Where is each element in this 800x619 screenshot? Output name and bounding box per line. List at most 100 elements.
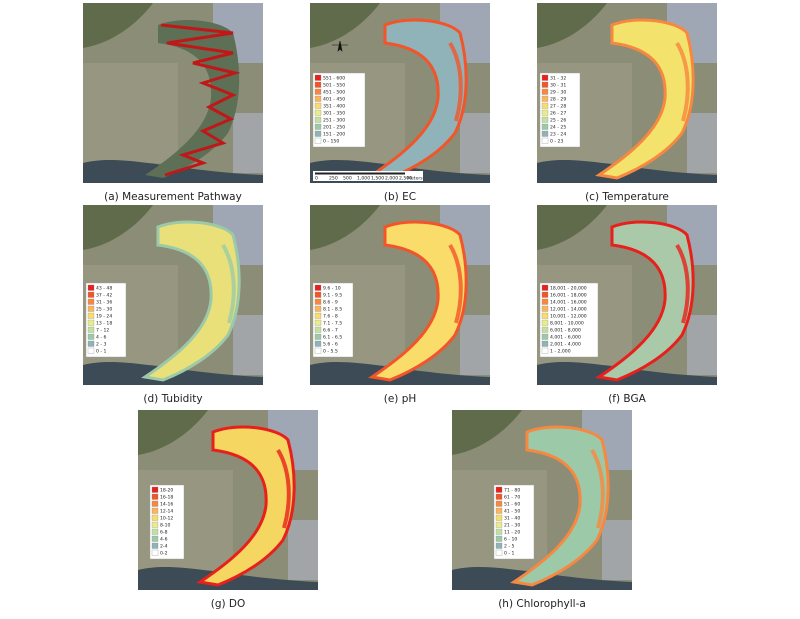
legend-swatch xyxy=(495,500,503,507)
legend-swatch xyxy=(151,521,159,528)
scale-bar-label: 1,500 xyxy=(371,176,384,182)
legend-swatch xyxy=(541,347,549,354)
legend-swatch xyxy=(151,486,159,493)
legend-swatch xyxy=(314,137,322,144)
legend-label: 6.6 - 7 xyxy=(323,328,338,334)
legend-label: 10,001 - 12,000 xyxy=(550,314,587,320)
legend-swatch xyxy=(495,528,503,535)
legend-label: 6.1 - 6.5 xyxy=(323,335,342,341)
legend-label: 8.1 - 8.5 xyxy=(323,307,342,313)
legend-label: 24 - 25 xyxy=(550,125,566,131)
legend: 18-2016-1814-1612-1410-128-106-84-62-40-… xyxy=(149,484,185,560)
legend-label: 9.6 - 10 xyxy=(323,286,341,292)
hill xyxy=(537,3,607,48)
legend-label: 31 - 40 xyxy=(504,516,520,522)
legend-box xyxy=(312,72,366,148)
legend-swatch xyxy=(151,507,159,514)
legend-swatch xyxy=(541,130,549,137)
legend-swatch xyxy=(314,340,322,347)
legend-label: 151 - 200 xyxy=(323,132,345,138)
legend-swatch xyxy=(151,542,159,549)
legend-label: 14-16 xyxy=(160,502,173,508)
scale-bar-line xyxy=(315,172,405,175)
legend-swatch xyxy=(541,137,549,144)
legend-label: 551 - 600 xyxy=(323,76,345,82)
legend-label: 37 - 42 xyxy=(96,293,112,299)
hill xyxy=(83,3,153,48)
river-hotspot xyxy=(448,41,463,122)
river-hotspot xyxy=(221,243,236,324)
legend-swatch xyxy=(541,81,549,88)
legend-label: 451 - 500 xyxy=(323,90,345,96)
legend-swatch xyxy=(541,116,549,123)
hill xyxy=(83,205,153,250)
legend-swatch xyxy=(541,305,549,312)
legend-swatch xyxy=(314,109,322,116)
urban-area xyxy=(602,520,632,580)
map-panel: 9.6 - 109.1 - 9.58.6 - 98.1 - 8.57.6 - 8… xyxy=(310,205,490,385)
river-hotspot xyxy=(675,243,690,324)
panel-caption: (c) Temperature xyxy=(585,191,669,203)
legend-label: 18-20 xyxy=(160,488,173,494)
legend-label: 21 - 30 xyxy=(504,523,520,529)
legend-label: 13 - 18 xyxy=(96,321,112,327)
legend-swatch xyxy=(495,549,503,556)
legend-swatch xyxy=(314,116,322,123)
legend-swatch xyxy=(151,528,159,535)
measurement-pathway xyxy=(160,23,241,177)
legend-label: 0 - 1 xyxy=(96,349,107,355)
legend-swatch xyxy=(87,291,95,298)
legend-label: 1 - 2,000 xyxy=(550,349,571,355)
urban-area xyxy=(460,113,490,173)
legend-swatch xyxy=(314,312,322,319)
legend-swatch xyxy=(314,130,322,137)
legend-swatch xyxy=(314,102,322,109)
legend-label: 10-12 xyxy=(160,516,173,522)
legend-label: 2-4 xyxy=(160,544,168,550)
hill xyxy=(310,3,380,48)
legend-swatch xyxy=(314,81,322,88)
legend-swatch xyxy=(314,326,322,333)
legend-label: 2 - 5 xyxy=(504,544,515,550)
legend-label: 12,001 - 14,000 xyxy=(550,307,587,313)
legend-swatch xyxy=(314,333,322,340)
scale-bar-label: 1,000 xyxy=(357,176,370,182)
north-arrow xyxy=(332,40,348,52)
legend: 9.6 - 109.1 - 9.58.6 - 98.1 - 8.57.6 - 8… xyxy=(312,282,354,358)
legend-label: 0 - 5.5 xyxy=(323,349,338,355)
legend-swatch xyxy=(314,284,322,291)
legend-swatch xyxy=(541,298,549,305)
legend-label: 19 - 24 xyxy=(96,314,112,320)
legend-label: 2 - 3 xyxy=(96,342,107,348)
legend-label: 0 - 1 xyxy=(504,551,515,557)
legend-label: 27 - 28 xyxy=(550,104,566,110)
urban-area xyxy=(233,113,263,173)
legend-swatch xyxy=(151,500,159,507)
legend-label: 61 - 70 xyxy=(504,495,520,501)
panel-caption: (a) Measurement Pathway xyxy=(104,191,242,203)
legend-label: 23 - 24 xyxy=(550,132,566,138)
river xyxy=(595,18,695,180)
legend-label: 8,001 - 10,000 xyxy=(550,321,584,327)
legend-label: 301 - 350 xyxy=(323,111,345,117)
panel-caption: (b) EC xyxy=(384,191,416,203)
hill xyxy=(138,410,208,455)
river xyxy=(141,220,241,382)
legend-label: 14,001 - 16,000 xyxy=(550,300,587,306)
legend-swatch xyxy=(314,291,322,298)
legend-swatch xyxy=(314,88,322,95)
legend-label: 25 - 30 xyxy=(96,307,112,313)
legend-swatch xyxy=(151,535,159,542)
legend-swatch xyxy=(87,333,95,340)
legend-label: 6-8 xyxy=(160,530,168,536)
legend-label: 31 - 36 xyxy=(96,300,112,306)
urban-area xyxy=(687,113,717,173)
legend-label: 8.6 - 9 xyxy=(323,300,338,306)
